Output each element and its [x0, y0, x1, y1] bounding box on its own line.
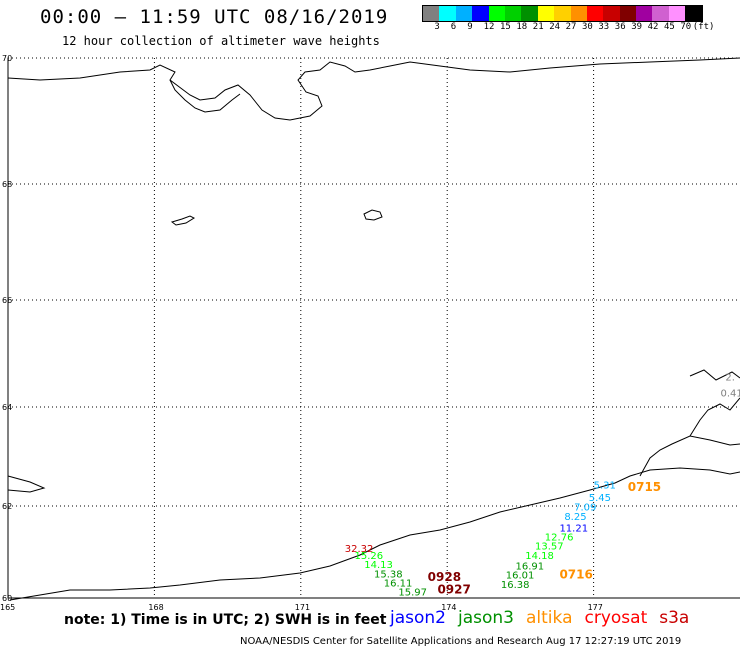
wave-height-point: 0.41: [720, 388, 740, 399]
satellite-label: cryosat: [584, 608, 648, 628]
color-legend-labels: 3 6 9 12 15 18 21 24 27 30 33 36 39 42 45 70 (ft): [422, 22, 740, 34]
lat-tick-label: 70: [2, 54, 12, 63]
satellite-legend: jason2 jason3 altika cryosat s3a: [390, 608, 701, 628]
legend-label: 42: [647, 22, 659, 32]
wave-height-point: 2.: [725, 372, 735, 383]
legend-swatch: [636, 6, 653, 21]
wave-height-point: 16.38: [501, 580, 530, 591]
legend-label: 36: [614, 22, 626, 32]
wave-height-point: 16.91: [516, 561, 545, 572]
map-grid: [7, 57, 740, 599]
wave-height-point: 15.38: [374, 569, 403, 580]
wave-height-point: 12.76: [545, 533, 574, 544]
wave-height-point: 7.09: [574, 503, 596, 514]
legend-swatch: [619, 6, 637, 21]
lat-tick-label: 64: [2, 403, 12, 412]
legend-swatch: [570, 6, 587, 21]
legend-label: 6: [450, 22, 457, 32]
wave-height-point: 5.31: [594, 481, 616, 492]
coastline-west: [7, 475, 46, 493]
page-title: 00:00 – 11:59 UTC 08/16/2019: [40, 6, 389, 28]
legend-label: 9: [467, 22, 473, 32]
lon-tick-label: 168: [148, 603, 163, 612]
legend-swatch: [504, 6, 522, 21]
wave-height-point: 0716: [559, 568, 592, 582]
legend-label: 33: [598, 22, 610, 32]
legend-swatch: [554, 6, 571, 21]
footer-credits: NOAA/NESDIS Center for Satellite Applica…: [240, 636, 682, 647]
lon-tick-label: 165: [0, 603, 15, 612]
legend-label: 21: [532, 22, 544, 32]
wave-height-point: 0715: [628, 480, 661, 494]
lon-tick-label: 174: [441, 603, 456, 612]
wave-height-point: 15.97: [398, 588, 427, 599]
coastline-east: [639, 435, 740, 477]
lat-tick-label: 60: [2, 594, 12, 603]
legend-label: 30: [582, 22, 593, 32]
wave-height-point: 32.32: [345, 544, 374, 555]
legend-swatch: [423, 6, 440, 21]
legend-swatch: [455, 6, 473, 21]
legend-unit: (ft): [692, 22, 715, 32]
page-subtitle: 12 hour collection of altimeter wave hei…: [62, 34, 380, 48]
legend-label: 27: [565, 22, 577, 32]
legend-label: 18: [516, 22, 528, 32]
coastline-north: [7, 57, 740, 121]
legend-swatch: [488, 6, 505, 21]
island-small: [363, 209, 383, 221]
legend-label: 24: [549, 22, 561, 32]
legend-label: 45: [664, 22, 675, 32]
legend-label: 70: [680, 22, 692, 32]
legend-swatch: [472, 6, 489, 21]
altimeter-points: 2. 0.41 0715 5.315.457.098.2511.2112.7613.5…: [345, 372, 740, 598]
lon-tick-label: 171: [295, 603, 310, 612]
lat-tick-label: 68: [2, 180, 12, 189]
legend-swatch: [685, 6, 702, 21]
wave-height-point: 15.26: [354, 551, 383, 562]
legend-swatch: [439, 6, 456, 21]
satellite-label: s3a: [659, 608, 690, 628]
wave-height-point: 5.45: [589, 493, 611, 504]
wave-height-point: 11.21: [559, 523, 588, 534]
wave-height-point: 14.13: [364, 560, 393, 571]
wave-height-point: 14.18: [525, 551, 554, 562]
legend-label: 3: [434, 22, 440, 32]
coastline: [7, 57, 740, 601]
satellite-label: jason2: [390, 608, 446, 628]
legend-swatch: [521, 6, 538, 21]
satellite-label: jason3: [458, 608, 514, 628]
legend-swatch: [537, 6, 555, 21]
wave-height-point: 16.11: [384, 579, 413, 590]
legend-label: 15: [500, 22, 511, 32]
footer-note: note: 1) Time is in UTC; 2) SWH is in fe…: [64, 612, 387, 628]
wave-height-point: 0927: [437, 582, 470, 596]
legend-swatch: [586, 6, 604, 21]
lat-tick-label: 62: [2, 502, 12, 511]
satellite-label: altika: [526, 608, 573, 628]
wave-height-point: 0928: [428, 570, 461, 584]
lon-tick-label: 177: [588, 603, 603, 612]
wave-height-point: 8.25: [564, 512, 586, 523]
coastline-inner: [169, 79, 241, 113]
wave-height-point: 13.57: [535, 542, 564, 553]
legend-swatch: [603, 6, 620, 21]
legend-label: 39: [631, 22, 643, 32]
wave-height-point: 16.01: [506, 571, 535, 582]
legend-label: 12: [483, 22, 495, 32]
coastline-south: [9, 467, 740, 601]
lat-tick-label: 66: [2, 296, 12, 305]
color-legend: [422, 5, 703, 22]
coastline-cape: [689, 369, 740, 437]
legend-swatch: [668, 6, 686, 21]
legend-swatch: [652, 6, 669, 21]
island-tiny: [170, 215, 196, 226]
